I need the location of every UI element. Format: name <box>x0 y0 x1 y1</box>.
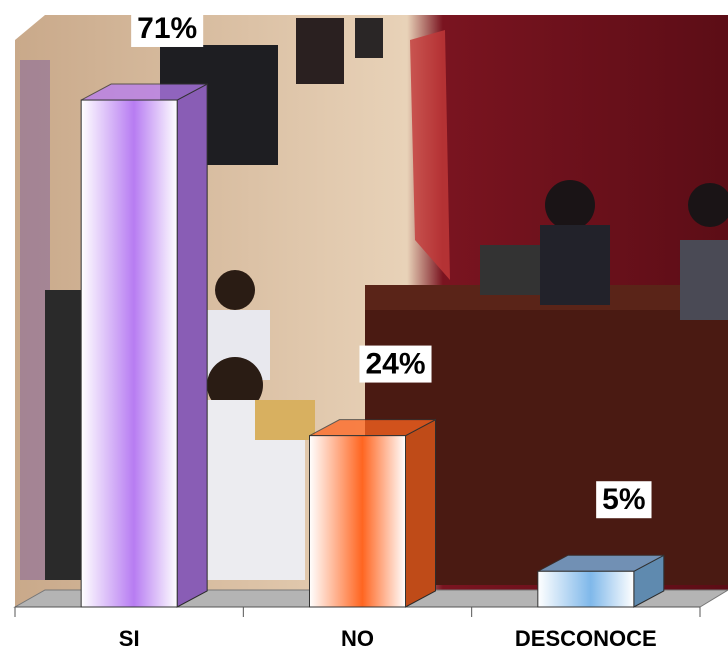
value-label: 5% <box>602 483 645 516</box>
x-tick-label: NO <box>341 626 374 651</box>
chart: 71% SI 24% NO 5% DESCONOCE <box>0 0 728 658</box>
bar <box>81 84 207 607</box>
bar <box>538 555 664 607</box>
x-tick-label: SI <box>119 626 140 651</box>
value-label: 71% <box>137 12 197 45</box>
value-label: 24% <box>365 348 425 381</box>
x-tick-label: DESCONOCE <box>515 626 657 651</box>
bar <box>310 420 436 607</box>
